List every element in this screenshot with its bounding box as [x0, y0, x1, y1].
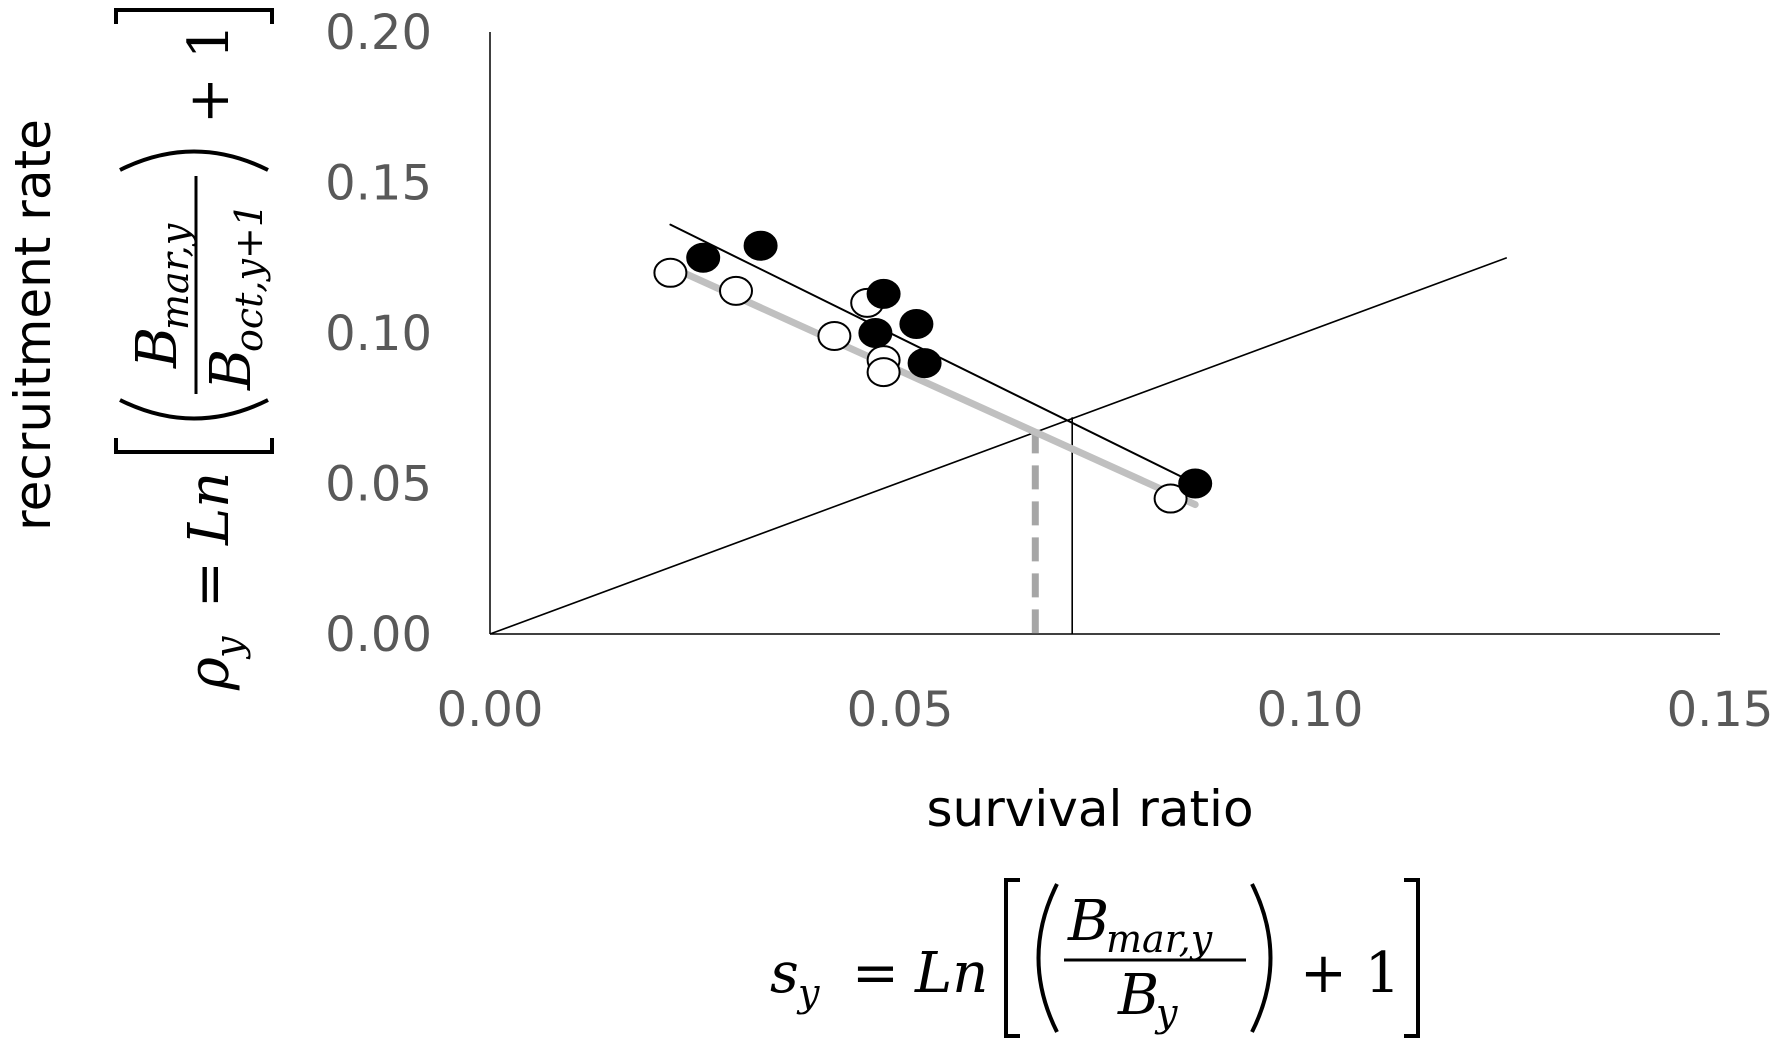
svg-text:B: B	[125, 327, 190, 369]
data-point-open	[719, 275, 753, 306]
svg-text:y: y	[207, 636, 251, 660]
svg-text:oct,y+1: oct,y+1	[227, 203, 271, 352]
x-axis-title: survival ratio	[926, 780, 1253, 838]
svg-text:mar,y: mar,y	[1106, 917, 1213, 961]
svg-text:mar,y: mar,y	[153, 223, 197, 330]
data-point-open	[866, 357, 901, 388]
svg-text:=: =	[177, 561, 242, 608]
svg-text:ρ: ρ	[177, 657, 242, 691]
svg-text:Ln: Ln	[177, 472, 242, 546]
data-point-open	[1153, 483, 1188, 514]
svg-text:B: B	[1067, 889, 1109, 954]
data-point-filled	[686, 242, 721, 273]
x-tick-label: 0.05	[847, 682, 954, 738]
data-point-filled	[743, 230, 778, 261]
fit-line-open-series	[666, 263, 1199, 509]
data-point-filled	[907, 348, 942, 379]
data-point-open	[653, 257, 688, 288]
x-tick-label: 0.15	[1667, 682, 1774, 738]
reference-line	[489, 256, 1508, 635]
svg-text:s: s	[770, 941, 799, 1006]
y-tick-label: 0.00	[325, 607, 432, 663]
data-point-filled	[866, 278, 901, 309]
y-tick-label: 0.20	[325, 5, 432, 61]
svg-text:+ 1: + 1	[177, 24, 242, 124]
plot-area	[489, 32, 1720, 635]
data-point-filled	[899, 308, 934, 339]
svg-text:B: B	[199, 349, 264, 391]
x-axis-formula: s y = Ln B mar,y B y + 1	[770, 878, 1420, 1038]
x-tick-label: 0.00	[437, 682, 544, 738]
svg-text:=: =	[852, 941, 899, 1006]
svg-text:y: y	[796, 971, 820, 1015]
data-point-open	[817, 321, 852, 352]
y-tick-label: 0.15	[325, 156, 432, 212]
svg-text:Ln: Ln	[914, 941, 988, 1006]
tick-labels: 0.00 0.05 0.10 0.15 0.00 0.05 0.10 0.15 0.20	[325, 5, 1773, 738]
y-axis-title: recruitment rate	[4, 119, 62, 531]
svg-text:+ 1: + 1	[1300, 941, 1400, 1006]
data-point-filled	[858, 318, 893, 348]
data-point-filled	[1178, 468, 1213, 499]
svg-text:B: B	[1117, 963, 1159, 1028]
x-tick-label: 0.10	[1257, 682, 1364, 738]
svg-text:y: y	[1154, 991, 1178, 1035]
y-tick-label: 0.05	[325, 457, 432, 513]
y-tick-label: 0.10	[325, 306, 432, 362]
y-axis-formula: ρ y = Ln B mar,y B oct,y+1 + 1	[114, 8, 274, 691]
